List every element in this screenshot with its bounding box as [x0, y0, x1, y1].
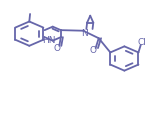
Text: O: O [54, 44, 61, 53]
Text: Cl: Cl [138, 38, 146, 47]
Text: O: O [90, 46, 97, 55]
Text: HN: HN [42, 36, 56, 45]
Text: N: N [81, 29, 87, 38]
